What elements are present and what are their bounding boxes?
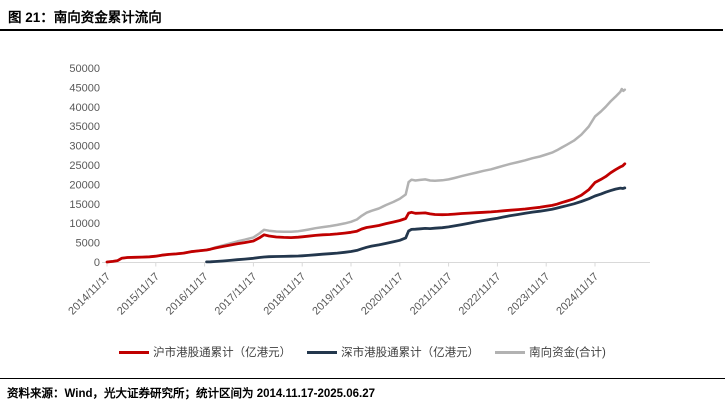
legend-label: 深市港股通累计（亿港元） <box>341 347 480 359</box>
x-axis-tick-label: 2018/11/17 <box>261 271 308 318</box>
data-source-note: 资料来源：Wind，光大证券研究所；统计区间为 2014.11.17-2025.… <box>7 388 375 400</box>
page-title: 图 21：南向资金累计流向 <box>8 10 162 25</box>
chart-legend: 沪市港股通累计（亿港元） 深市港股通累计（亿港元） 南向资金(合计) <box>0 344 725 360</box>
x-axis-tick-label: 2017/11/17 <box>213 271 260 318</box>
legend-item-sh-connect: 沪市港股通累计（亿港元） <box>119 344 291 360</box>
y-axis-tick-label: 35000 <box>69 121 100 133</box>
legend-item-southbound-total: 南向资金(合计) <box>495 344 606 360</box>
x-axis-tick-label: 2014/11/17 <box>66 271 113 318</box>
y-axis-tick-label: 10000 <box>69 218 100 230</box>
y-axis-tick-label: 30000 <box>69 141 100 153</box>
y-axis-tick-label: 25000 <box>69 160 100 172</box>
y-axis-tick-label: 45000 <box>69 82 100 94</box>
series-line <box>205 186 627 264</box>
y-axis-tick-label: 50000 <box>69 63 100 75</box>
x-axis-tick-label: 2021/11/17 <box>408 271 455 318</box>
x-axis-tick-label: 2023/11/17 <box>505 271 552 318</box>
series-line <box>105 87 627 264</box>
legend-label: 南向资金(合计) <box>529 347 606 359</box>
y-axis-tick-label: 20000 <box>69 179 100 191</box>
x-axis-tick-label: 2015/11/17 <box>115 271 162 318</box>
gray-line-swatch-icon <box>495 350 526 354</box>
navy-line-swatch-icon <box>307 350 338 354</box>
y-axis-tick-label: 5000 <box>76 238 100 250</box>
y-axis-tick-label: 40000 <box>69 102 100 114</box>
title-divider <box>0 29 723 31</box>
line-chart-canvas: 2014/11/17 2015/11/17 2016/11/17 2017/11/17… <box>66 63 650 318</box>
x-axis-tick-label: 2022/11/17 <box>457 271 504 318</box>
red-line-swatch-icon <box>119 350 150 354</box>
legend-item-sz-connect: 深市港股通累计（亿港元） <box>307 344 479 360</box>
x-axis-tick-label: 2020/11/17 <box>359 271 406 318</box>
legend-label: 沪市港股通累计（亿港元） <box>153 347 292 359</box>
series-line <box>105 162 627 264</box>
x-axis-tick-label: 2024/11/17 <box>554 271 601 318</box>
x-axis-tick-label: 2019/11/17 <box>310 271 357 318</box>
x-axis-tick-label: 2016/11/17 <box>164 271 211 318</box>
y-axis-tick-label: 0 <box>94 257 100 269</box>
y-axis-tick-label: 15000 <box>69 199 100 211</box>
footer-divider <box>0 378 725 379</box>
